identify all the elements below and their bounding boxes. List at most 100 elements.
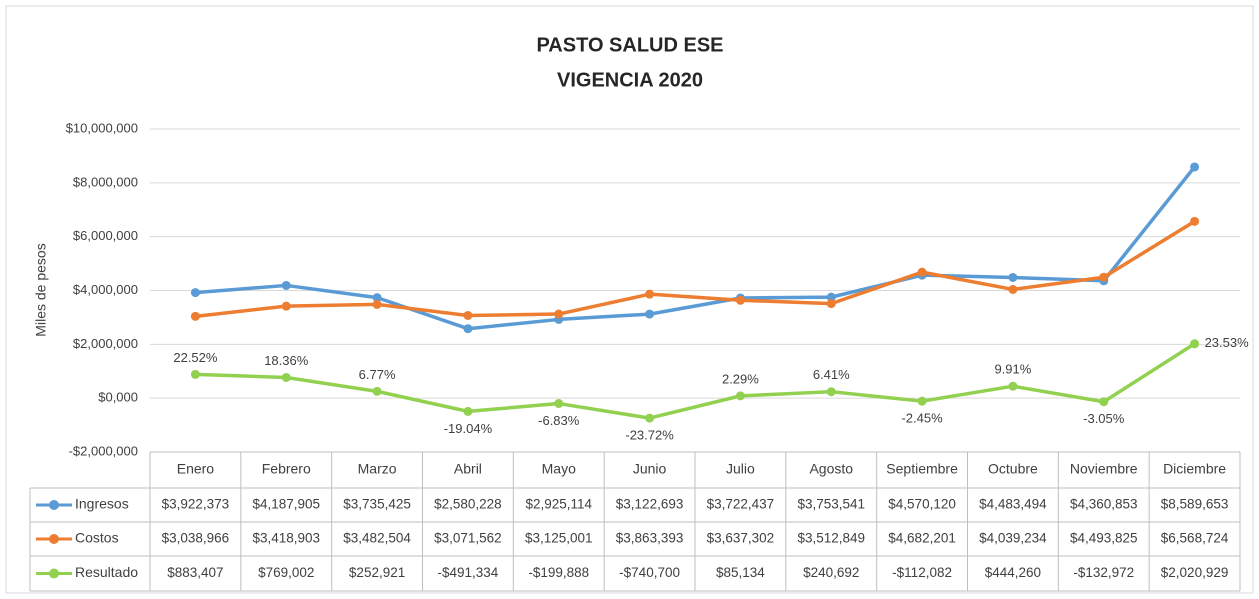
x-tick-label: Enero <box>177 461 215 477</box>
annotation: -19.04% <box>444 421 493 436</box>
point <box>645 309 655 319</box>
table-cell: $3,637,302 <box>707 531 775 546</box>
y-tick-label: $2,000,000 <box>73 336 138 351</box>
table-cell: $769,002 <box>258 565 314 580</box>
annotation: 18.36% <box>264 353 309 368</box>
point <box>1190 162 1200 172</box>
point <box>372 299 382 309</box>
point <box>190 369 200 379</box>
point <box>554 399 564 409</box>
annotation: -2.45% <box>901 411 943 426</box>
x-tick-label: Octubre <box>988 461 1038 477</box>
y-tick-label: -$2,000,000 <box>69 443 138 458</box>
y-tick-label: $0,000 <box>98 390 138 405</box>
point <box>281 301 291 311</box>
table-cell: $4,682,201 <box>888 531 956 546</box>
point <box>917 267 927 277</box>
table-cell: $85,134 <box>716 565 765 580</box>
annotation: 23.53% <box>1205 335 1250 350</box>
point <box>735 391 745 401</box>
point <box>826 299 836 309</box>
point <box>1008 284 1018 294</box>
legend-label: Ingresos <box>75 496 129 512</box>
table-cell: $4,570,120 <box>888 497 956 512</box>
table-cell: $4,483,494 <box>979 497 1047 512</box>
table-cell: $3,071,562 <box>434 531 502 546</box>
table-cell: -$491,334 <box>438 565 499 580</box>
table-cell: $3,512,849 <box>797 531 865 546</box>
table-cell: $3,922,373 <box>162 497 230 512</box>
chart-title: PASTO SALUD ESE <box>536 34 723 56</box>
point <box>1008 381 1018 391</box>
legend-marker <box>49 534 59 544</box>
table-cell: $4,187,905 <box>252 497 320 512</box>
point <box>1099 272 1109 282</box>
point <box>190 311 200 321</box>
table-cell: $444,260 <box>985 565 1041 580</box>
annotation: 6.41% <box>813 367 850 382</box>
table-cell: -$199,888 <box>528 565 589 580</box>
y-tick-label: $10,000,000 <box>66 120 138 135</box>
y-tick-label: $6,000,000 <box>73 228 138 243</box>
legend-marker <box>49 568 59 579</box>
legend-label: Resultado <box>75 564 138 580</box>
point <box>372 386 382 396</box>
point <box>826 292 836 302</box>
point <box>1190 339 1200 349</box>
table-cell: $240,692 <box>803 565 859 580</box>
table-cell: $3,482,504 <box>343 531 411 546</box>
chart-subtitle: VIGENCIA 2020 <box>557 69 703 91</box>
x-tick-label: Diciembre <box>1163 461 1226 477</box>
point <box>1190 216 1200 226</box>
legend-marker <box>49 500 59 510</box>
table-cell: $3,753,541 <box>797 497 865 512</box>
annotation: 6.77% <box>359 367 396 382</box>
x-tick-label: Julio <box>726 461 755 477</box>
table-cell: -$112,082 <box>892 565 952 580</box>
x-tick-label: Noviembre <box>1070 461 1138 477</box>
x-tick-label: Marzo <box>358 461 397 477</box>
annotation: -6.83% <box>538 413 580 428</box>
x-tick-label: Febrero <box>262 461 311 477</box>
table-cell: $3,125,001 <box>525 531 593 546</box>
point <box>1008 272 1018 282</box>
point <box>826 387 836 397</box>
annotation: -3.05% <box>1083 411 1125 426</box>
y-axis-label: Miles de pesos <box>33 243 49 336</box>
y-tick-label: $4,000,000 <box>73 282 138 297</box>
table-cell: $3,122,693 <box>616 497 684 512</box>
table-cell: -$740,700 <box>619 565 680 580</box>
table-cell: -$132,972 <box>1073 565 1134 580</box>
table-cell: $3,722,437 <box>707 497 775 512</box>
table-cell: $3,863,393 <box>616 531 684 546</box>
annotation: 9.91% <box>994 362 1031 377</box>
point <box>554 309 564 319</box>
point <box>463 324 473 334</box>
annotation: -23.72% <box>625 428 674 443</box>
table-cell: $3,038,966 <box>162 531 230 546</box>
point <box>645 413 655 423</box>
table-cell: $883,407 <box>167 565 223 580</box>
point <box>645 289 655 299</box>
x-tick-label: Agosto <box>809 461 853 477</box>
table-cell: $3,418,903 <box>252 531 320 546</box>
series-line <box>195 219 1196 319</box>
table-cell: $8,589,653 <box>1161 497 1229 512</box>
x-tick-label: Mayo <box>542 461 576 477</box>
table-cell: $4,493,825 <box>1070 531 1138 546</box>
series-line <box>195 342 1196 420</box>
table-cell: $2,925,114 <box>525 497 592 512</box>
point <box>281 372 291 382</box>
x-tick-label: Septiembre <box>886 461 958 477</box>
point <box>917 396 927 406</box>
x-tick-label: Junio <box>633 461 667 477</box>
table-cell: $4,360,853 <box>1070 497 1138 512</box>
table-cell: $4,039,234 <box>979 531 1047 546</box>
table-cell: $2,020,929 <box>1161 565 1229 580</box>
point <box>463 310 473 320</box>
legend-label: Costos <box>75 530 119 546</box>
point <box>735 295 745 305</box>
point <box>463 406 473 416</box>
annotation: 22.52% <box>173 350 218 365</box>
